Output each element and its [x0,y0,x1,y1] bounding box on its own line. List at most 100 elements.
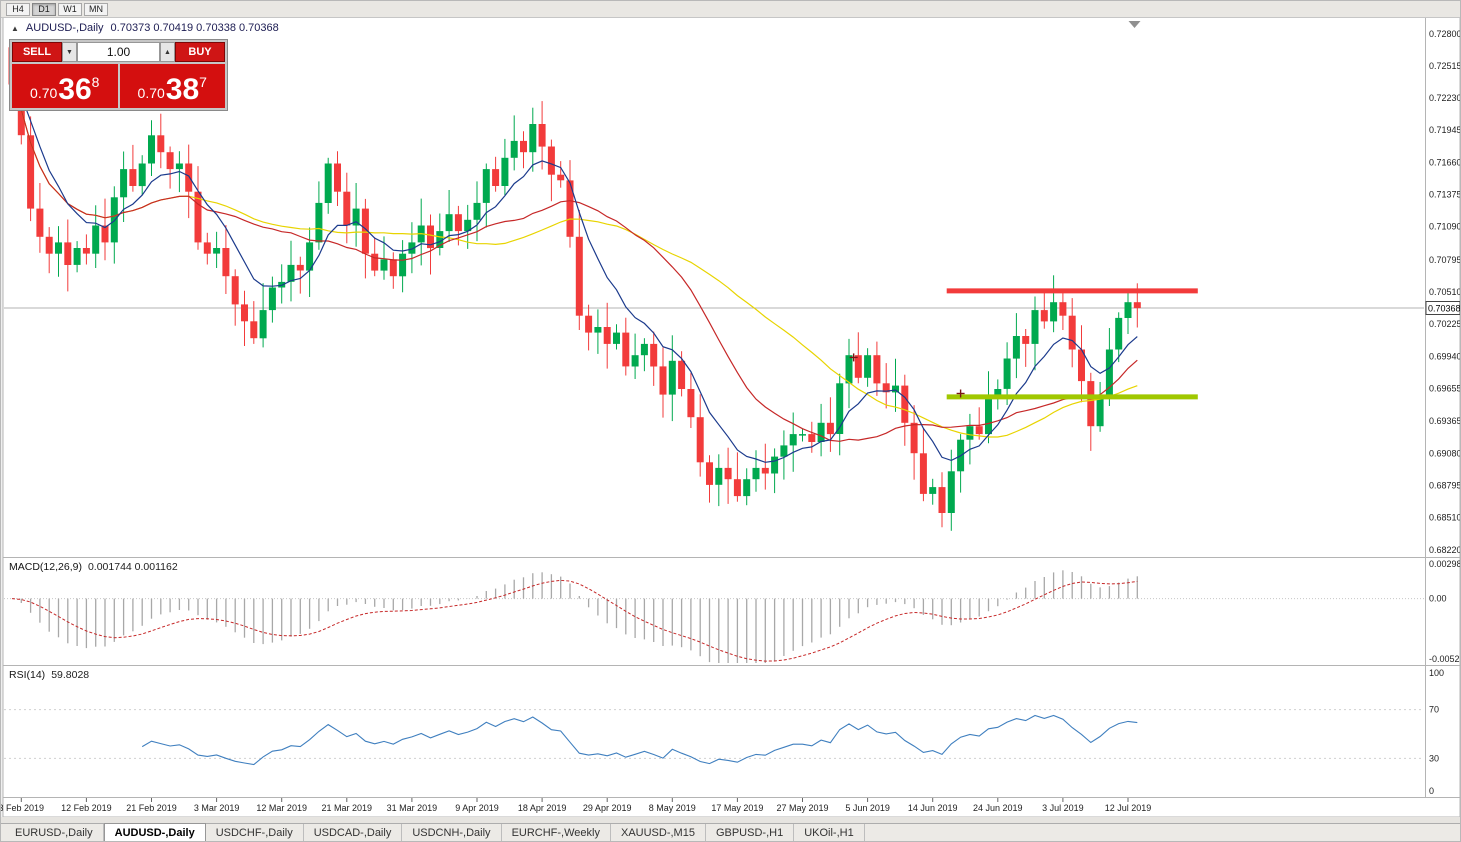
timeframe-button-d1[interactable]: D1 [32,2,56,16]
tab-gbpusd-h1[interactable]: GBPUSD-,H1 [706,824,795,841]
candle [408,222,416,274]
candle [947,449,955,531]
horizontal-scrollbar[interactable] [1,817,1460,823]
sell-quote-big-digits: 36 [58,73,92,106]
timeframe-button-mn[interactable]: MN [84,2,108,16]
candle [482,163,490,228]
date-axis-label: 3 Mar 2019 [194,803,240,813]
macd-indicator-title: MACD(12,26,9) 0.001744 0.001162 [9,561,178,573]
tab-ukoil-h1[interactable]: UKOil-,H1 [794,824,865,841]
candle [975,407,983,440]
candle [157,113,165,169]
candle [380,236,388,280]
timeframe-button-h4[interactable]: H4 [6,2,30,16]
price-axis-label: 0.70225 [1429,319,1461,329]
candle [789,412,797,472]
candle [138,155,146,196]
candle [873,341,881,396]
chart-header: ▲ AUDUSD-,Daily 0.70373 0.70419 0.70338 … [11,22,279,34]
tab-eurusd-daily[interactable]: EURUSD-,Daily [5,824,104,841]
candle [27,116,35,222]
candle [520,131,527,169]
date-axis-label: 14 Jun 2019 [908,803,958,813]
sell-quote-prefix: 0.70 [30,85,58,101]
collapse-arrow-icon[interactable]: ▲ [11,23,19,33]
candle [985,371,992,444]
candle [296,256,304,294]
candle [622,317,630,376]
rsi-axis-label: 100 [1429,668,1444,678]
date-axis-label: 9 Apr 2019 [455,803,499,813]
candle [1096,382,1104,432]
tab-xauusd-m15[interactable]: XAUUSD-,M15 [611,824,706,841]
candle [864,348,872,387]
timeframe-toolbar: H4 D1 W1 MN [1,1,1460,18]
date-axis-label: 29 Apr 2019 [583,803,632,813]
candle [566,160,574,248]
candle [352,183,360,247]
price-axis-label: 0.71375 [1429,190,1461,200]
candle [194,166,202,250]
date-axis-label: 12 Mar 2019 [256,803,307,813]
candle [529,107,537,172]
volume-decrease-icon[interactable]: ▼ [62,42,77,62]
date-axis-label: 12 Feb 2019 [61,803,112,813]
buy-quote-big-digits: 38 [165,73,200,106]
tab-usdcnh-daily[interactable]: USDCNH-,Daily [402,824,502,841]
candle [780,430,788,480]
chart-shift-marker-icon[interactable] [1128,21,1141,28]
macd-axis-label: -0.00525 [1429,654,1461,664]
candle [966,413,974,465]
tab-eurchf-weekly[interactable]: EURCHF-,Weekly [502,824,611,841]
price-axis-label: 0.70795 [1429,255,1461,265]
rsi-name: RSI(14) [9,669,46,681]
buy-quote-button[interactable]: 0.70 38 7 [119,64,225,108]
candle [799,428,806,442]
candle [1012,313,1020,379]
volume-increase-icon[interactable]: ▲ [160,42,175,62]
candle [882,363,890,409]
candle [1059,291,1067,330]
chart-ohlc-values: 0.70373 0.70419 0.70338 0.70368 [110,22,279,34]
candle [1078,325,1085,403]
price-axis-label: 0.69940 [1429,351,1461,361]
cross-marker-icon [956,389,965,398]
sell-button[interactable]: SELL [12,42,62,62]
candle [45,227,53,274]
candle [361,198,369,279]
chart-tab-bar: EURUSD-,Daily AUDUSD-,Daily USDCHF-,Dail… [1,823,1460,841]
rsi-axis-label: 70 [1429,705,1439,715]
moving-average-line [11,84,1138,438]
candle [268,276,276,323]
price-axis-label: 0.72800 [1429,29,1461,39]
candle [1115,312,1123,363]
date-axis-label: 21 Mar 2019 [322,803,373,813]
candle [854,332,862,384]
rsi-line [141,714,1138,766]
candle [371,237,379,277]
timeframe-button-w1[interactable]: W1 [58,2,82,16]
candle [938,472,946,528]
date-axis-label: 17 May 2019 [711,803,763,813]
moving-average-line [11,84,1138,442]
chart-canvas[interactable]: 0.72800 0.72515 0.72230 0.71945 0.71660 0.713… [1,1,1461,823]
candle [919,429,927,502]
candle [166,146,174,189]
chart-symbol-label: AUDUSD-,Daily [25,22,104,34]
volume-input[interactable] [77,42,160,62]
sell-quote-button[interactable]: 0.70 36 8 [12,64,118,108]
date-axis-label: 18 Apr 2019 [518,803,567,813]
date-axis-label: 27 May 2019 [776,803,828,813]
candle [557,161,565,188]
candle [231,269,239,326]
rsi-axis-label: 0 [1429,786,1434,796]
buy-button[interactable]: BUY [175,42,225,62]
candle [929,478,937,505]
candle [287,240,295,302]
tab-audusd-daily[interactable]: AUDUSD-,Daily [103,823,206,841]
price-axis-label: 0.69080 [1429,448,1461,458]
candle [687,372,695,428]
tab-usdchf-daily[interactable]: USDCHF-,Daily [206,824,304,841]
price-axis-label: 0.71660 [1429,157,1461,167]
tab-usdcad-daily[interactable]: USDCAD-,Daily [304,824,403,841]
